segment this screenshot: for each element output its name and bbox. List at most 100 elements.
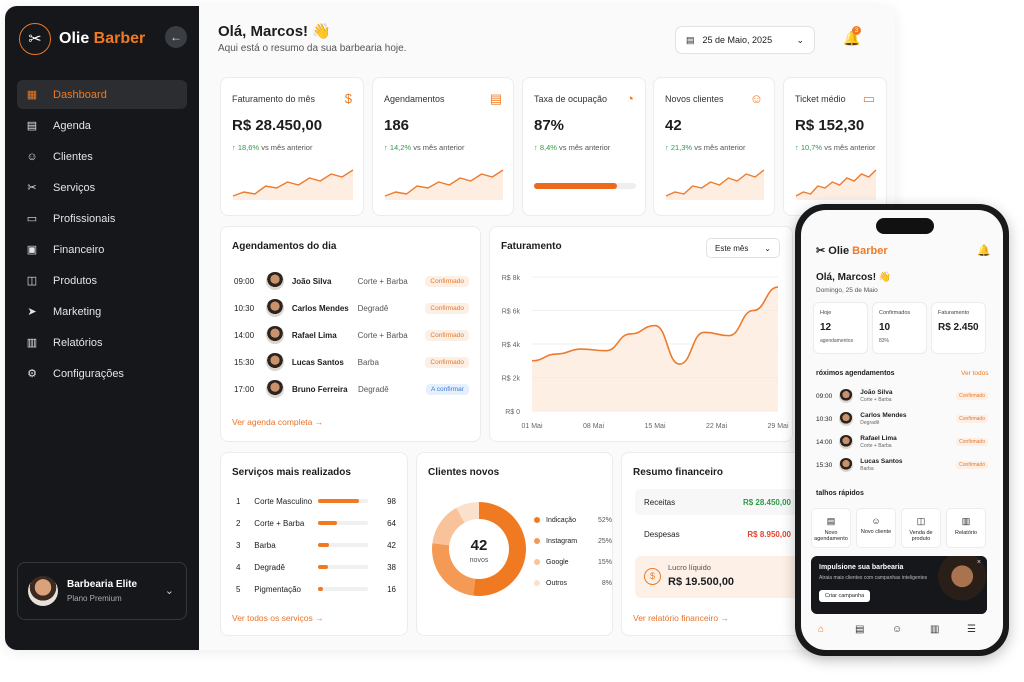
legend-dot <box>534 580 540 586</box>
mobile-stat-card: Faturamento R$ 2.450 <box>931 302 986 354</box>
appointment-row[interactable]: 14:00 Rafael Lima Corte + Barba Confirmado <box>234 325 469 345</box>
service-bar <box>318 543 368 547</box>
sidebar-item-clientes[interactable]: ☺ Clientes <box>17 142 187 171</box>
appointment-time: 09:00 <box>234 276 255 286</box>
service-name: Degradê <box>860 420 880 426</box>
appointment-row[interactable]: 10:30 Carlos Mendes Degradê Confirmado <box>234 298 469 318</box>
avatar <box>265 299 284 317</box>
mobile-appointment-row[interactable]: 14:00 Rafael Lima Corte + Barba Confirmado <box>816 432 988 452</box>
status-badge: Confirmado <box>425 356 469 368</box>
client-name: Lucas Santos <box>860 458 903 465</box>
avatar <box>839 458 854 472</box>
create-campaign-button[interactable]: Criar campanha <box>819 590 871 602</box>
appointment-row[interactable]: 17:00 Bruno Ferreira Degradê A confirmar <box>234 379 469 399</box>
mobile-appointment-row[interactable]: 10:30 Carlos Mendes Degradê Confirmado <box>816 409 988 429</box>
donut-slice <box>432 543 476 596</box>
service-name: Corte + Barba <box>860 397 892 403</box>
bell-icon[interactable]: 🔔 <box>977 245 991 257</box>
mobile-stat-card: Hoje 12 agendamentos <box>813 302 868 354</box>
finance-title: Resumo financeiro <box>633 467 724 478</box>
revenue-card: Faturamento Este mês ⌄ R$ 0 R$ 2k R$ 4k R$ 6… <box>489 226 793 442</box>
kpi-change: ↑ 8,4% vs mês anterior <box>534 143 611 152</box>
chart-tab-icon[interactable]: ▥ <box>930 624 940 635</box>
main-content: Olá, Marcos! 👋 Aqui está o resumo da sua… <box>199 6 895 650</box>
mobile-appointment-row[interactable]: 15:30 Lucas Santos Barba Confirmado <box>816 455 988 475</box>
appointment-time: 14:00 <box>816 438 833 446</box>
grid-icon: ▦ <box>26 89 38 101</box>
mobile-date: Domingo, 25 de Maio <box>816 287 878 294</box>
mobile-stat-sub: 83% <box>879 338 890 344</box>
collapse-sidebar-button[interactable]: ← <box>165 26 187 48</box>
y-tick-label: R$ 2k <box>502 376 521 383</box>
calendar-icon: ▤ <box>489 91 502 106</box>
quick-action-button[interactable]: ▤ Novo agendamento <box>811 508 851 548</box>
legend-item: Instagram 25% <box>534 534 612 548</box>
mobile-quick-title: talhos rápidos <box>816 490 864 497</box>
sidebar-item-label: Configurações <box>53 367 124 380</box>
finance-report-link[interactable]: Ver relatório financeiro → <box>633 613 729 623</box>
appointment-time: 15:30 <box>234 357 255 367</box>
period-select[interactable]: Este mês ⌄ <box>706 238 780 258</box>
menu-icon[interactable]: ☰ <box>967 624 976 635</box>
client-name: João Silva <box>860 389 893 396</box>
quick-action-button[interactable]: ▥ Relatório <box>946 508 986 548</box>
appointments-title: Agendamentos do dia <box>232 241 337 252</box>
mobile-see-all-link[interactable]: Ver todos <box>961 370 989 377</box>
revenue-chart: R$ 0 R$ 2k R$ 4k R$ 6k R$ 8k 01 Mai 08 Mai 15 M… <box>502 275 789 430</box>
quick-action-button[interactable]: ◫ Venda de produto <box>901 508 941 548</box>
sidebar-item-produtos[interactable]: ◫ Produtos <box>17 266 187 295</box>
donut-slice <box>432 507 465 546</box>
users-tab-icon[interactable]: ☺ <box>892 624 903 635</box>
sidebar-item-configurações[interactable]: ⚙ Configurações <box>17 359 187 388</box>
phone-screen: ✂ Olie Barber 🔔 Olá, Marcos! 👋 Domingo, … <box>801 210 1003 650</box>
appointment-row[interactable]: 15:30 Lucas Santos Barba Confirmado <box>234 352 469 372</box>
sidebar-item-label: Serviços <box>53 181 96 194</box>
sidebar-item-financeiro[interactable]: ▣ Financeiro <box>17 235 187 264</box>
sparkline-line <box>795 169 877 197</box>
sidebar-item-label: Profissionais <box>53 212 116 225</box>
status-badge: Confirmado <box>956 415 988 423</box>
avatar <box>265 353 284 371</box>
revenue-area <box>532 287 778 411</box>
mobile-appointment-row[interactable]: 09:00 João Silva Corte + Barba Confirmado <box>816 386 988 406</box>
legend-label: Google <box>546 558 569 566</box>
sidebar-item-relatórios[interactable]: ▥ Relatórios <box>17 328 187 357</box>
pie-icon: ◔ <box>626 91 634 106</box>
gear-icon: ⚙ <box>27 368 37 380</box>
mobile-stat-label: Confirmados <box>879 310 911 316</box>
income-row: Receitas R$ 28.450,00 <box>635 489 800 515</box>
shop-switcher[interactable]: Barbearia Elite Plano Premium ⌄ <box>17 562 187 620</box>
calendar-tab-icon[interactable]: ▤ <box>855 624 865 635</box>
sidebar-item-profissionais[interactable]: ▭ Profissionais <box>17 204 187 233</box>
sidebar-item-agenda[interactable]: ▤ Agenda <box>17 111 187 140</box>
kpi-card: Novos clientes ☺ 42 ↑ 21,3% vs mês anterior <box>653 77 775 216</box>
logo[interactable]: ✂ Olie Barber <box>19 23 145 55</box>
donut-total: 42 <box>470 537 488 554</box>
service-bar-fill <box>318 543 330 547</box>
kpi-sparkline <box>665 169 765 200</box>
date-picker[interactable]: ▤ 25 de Maio, 2025 ⌄ <box>675 26 815 54</box>
sidebar-item-serviços[interactable]: ✂ Serviços <box>17 173 187 202</box>
home-tab-icon[interactable]: ⌂ <box>818 624 825 635</box>
close-icon[interactable]: × <box>976 559 981 566</box>
sidebar-item-dashboard[interactable]: ▦ Dashboard <box>17 80 187 109</box>
appointment-time: 10:30 <box>816 415 833 423</box>
new-clients-title: Clientes novos <box>428 467 500 478</box>
phone-notch <box>876 218 934 234</box>
kpi-sparkline <box>795 169 877 200</box>
service-bar-fill <box>318 499 359 503</box>
appointment-row[interactable]: 09:00 João Silva Corte + Barba Confirmado <box>234 271 469 291</box>
promo-banner: Impulsione sua barbearia Atraia mais cli… <box>811 556 987 614</box>
status-badge: Confirmado <box>956 461 988 469</box>
phone-mockup: ✂ Olie Barber 🔔 Olá, Marcos! 👋 Domingo, … <box>795 204 1009 656</box>
sparkline-area <box>666 170 764 200</box>
sidebar-item-marketing[interactable]: ➤ Marketing <box>17 297 187 326</box>
mobile-stat-label: Hoje <box>820 310 832 316</box>
kpi-card: Taxa de ocupação ◔ 87% ↑ 8,4% vs mês anteri… <box>522 77 646 216</box>
quick-action-button[interactable]: ☺ Novo cliente <box>856 508 896 548</box>
net-profit-label: Lucro líquido <box>668 563 711 572</box>
all-services-link[interactable]: Ver todos os serviços → <box>232 613 324 623</box>
full-agenda-link[interactable]: Ver agenda completa → <box>232 417 324 427</box>
desktop-window: ✂ Olie Barber ← ▦ Dashboard ▤ Agenda ☺ Client… <box>5 6 895 650</box>
appointment-info: Lucas Santos Barba <box>860 458 902 472</box>
